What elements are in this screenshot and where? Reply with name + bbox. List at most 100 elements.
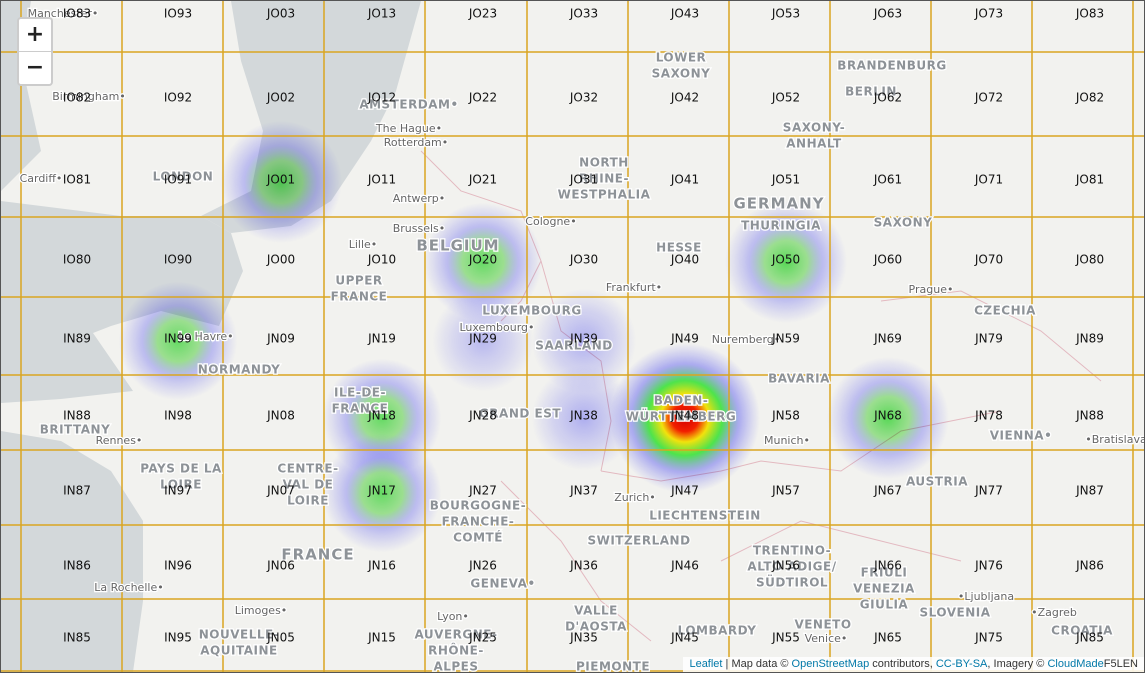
- zoom-in[interactable]: +: [25, 22, 45, 47]
- attribution-link[interactable]: CC-BY-SA: [935, 658, 988, 670]
- grid-square-label: JN09: [266, 332, 295, 346]
- place-label: Munich•: [764, 434, 810, 447]
- place-label: ALPES: [433, 660, 478, 673]
- grid-square-label: JO83: [1075, 7, 1104, 21]
- place-label: Lyon•: [437, 610, 469, 623]
- heat-spot: [220, 121, 342, 243]
- place-label: SAXONY: [874, 216, 933, 230]
- place-label: Brussels•: [393, 222, 446, 235]
- place-label: •Bratislava: [1085, 433, 1144, 446]
- grid-square-label: JN25: [468, 631, 497, 645]
- grid-square-label: JO11: [367, 173, 396, 187]
- place-label: Rotterdam•: [384, 136, 449, 149]
- grid-square-label: IO83: [63, 7, 91, 21]
- place-label: SWITZERLAND: [587, 534, 690, 548]
- place-label: FRANCE: [331, 290, 388, 304]
- place-label: RHINE-: [579, 172, 629, 186]
- place-label: GRAND EST: [479, 407, 561, 421]
- place-label: Nuremberg•: [712, 333, 781, 346]
- place-label: HESSE: [656, 241, 702, 255]
- grid-square-label: JO73: [974, 7, 1003, 21]
- grid-square-label: JO23: [468, 7, 497, 21]
- zoom-out[interactable]: −: [19, 51, 51, 84]
- place-label: AMSTERDAM•: [359, 98, 458, 112]
- place-label: SAXONY: [652, 67, 711, 81]
- grid-square-label: IN98: [164, 409, 192, 423]
- grid-square-label: IN85: [63, 631, 91, 645]
- grid-square-label: JN79: [974, 332, 1003, 346]
- grid-square-label: JO82: [1075, 91, 1104, 105]
- attribution-link[interactable]: CloudMade: [1047, 658, 1104, 670]
- place-label: ILE-DE-: [334, 386, 386, 400]
- grid-square-label: JN78: [974, 409, 1003, 423]
- grid-square-label: IN96: [164, 559, 192, 573]
- place-label: VAL DE: [283, 478, 334, 492]
- grid-square-label: JN19: [367, 332, 396, 346]
- grid-square-label: JN28: [468, 409, 497, 423]
- place-label: AUVERGNE-: [415, 628, 498, 642]
- grid-square-label: JO70: [974, 253, 1003, 267]
- attribution-link[interactable]: Leaflet: [689, 658, 723, 670]
- heat-spot: [423, 202, 543, 322]
- heat-spot: [118, 281, 238, 401]
- place-label: CROATIA: [1051, 624, 1113, 638]
- place-label: LOWER: [656, 51, 707, 65]
- grid-square-label: JN37: [569, 484, 598, 498]
- grid-square-label: JN55: [771, 631, 800, 645]
- grid-square-label: IO93: [164, 7, 192, 21]
- heat-spot: [531, 288, 637, 394]
- grid-square-label: JO40: [670, 253, 699, 267]
- place-label: Le Havre•: [178, 330, 233, 343]
- place-label: LUXEMBOURG: [482, 304, 582, 318]
- grid-square-label: JN47: [670, 484, 699, 498]
- grid-square-label: JO61: [873, 173, 902, 187]
- attribution-link[interactable]: OpenStreetMap: [791, 658, 870, 670]
- place-label: •Zagreb: [1031, 606, 1077, 619]
- grid-square-label: JO30: [569, 253, 598, 267]
- grid-square-label: JN89: [1075, 332, 1104, 346]
- grid-square-label: JO12: [367, 91, 396, 105]
- grid-square-label: IO80: [63, 253, 91, 267]
- place-label: Rennes•: [96, 434, 143, 447]
- grid-square-label: JO81: [1075, 173, 1104, 187]
- place-label: Birmingham•: [52, 90, 126, 103]
- grid-square-label: JO13: [367, 7, 396, 21]
- place-label: Prague•: [909, 283, 954, 296]
- grid-square-label: JO43: [670, 7, 699, 21]
- place-label: LOIRE: [287, 494, 329, 508]
- place-label: FRANCE: [332, 402, 389, 416]
- place-label: SÜDTIROL: [756, 575, 828, 590]
- grid-square-label: JO52: [771, 91, 800, 105]
- place-label: The Hague•: [375, 122, 442, 135]
- grid-square-label: JN59: [771, 332, 800, 346]
- grid-square-label: JN66: [873, 559, 902, 573]
- grid-square-label: JO22: [468, 91, 497, 105]
- grid-square-label: JO21: [468, 173, 497, 187]
- grid-square-label: JN86: [1075, 559, 1104, 573]
- place-label: RHÔNE-: [428, 643, 484, 658]
- place-label: LOIRE: [160, 478, 202, 492]
- grid-square-label: JN17: [367, 484, 396, 498]
- grid-square-label: JO72: [974, 91, 1003, 105]
- place-label: AQUITAINE: [200, 644, 277, 658]
- place-label: BADEN-: [654, 394, 709, 408]
- place-label: Zurich•: [614, 491, 656, 504]
- heat-spot: [725, 201, 847, 323]
- grid-square-label: JO63: [873, 7, 902, 21]
- grid-square-label: JO80: [1075, 253, 1104, 267]
- place-label: SAARLAND: [535, 339, 612, 353]
- place-label: Luxembourg•: [459, 321, 534, 334]
- place-label: VENEZIA: [853, 582, 915, 596]
- place-label: D'AOSTA: [565, 620, 627, 634]
- place-label: BELGIUM: [416, 237, 499, 255]
- place-label: AUSTRIA: [906, 475, 968, 489]
- place-label: FRIULI: [861, 566, 908, 580]
- place-label: Antwerp•: [393, 192, 446, 205]
- heat-spot: [322, 433, 442, 553]
- place-label: COMTÉ: [453, 530, 503, 545]
- place-label: BERLIN: [845, 85, 897, 99]
- place-label: WÜRTTEMBERG: [626, 409, 736, 424]
